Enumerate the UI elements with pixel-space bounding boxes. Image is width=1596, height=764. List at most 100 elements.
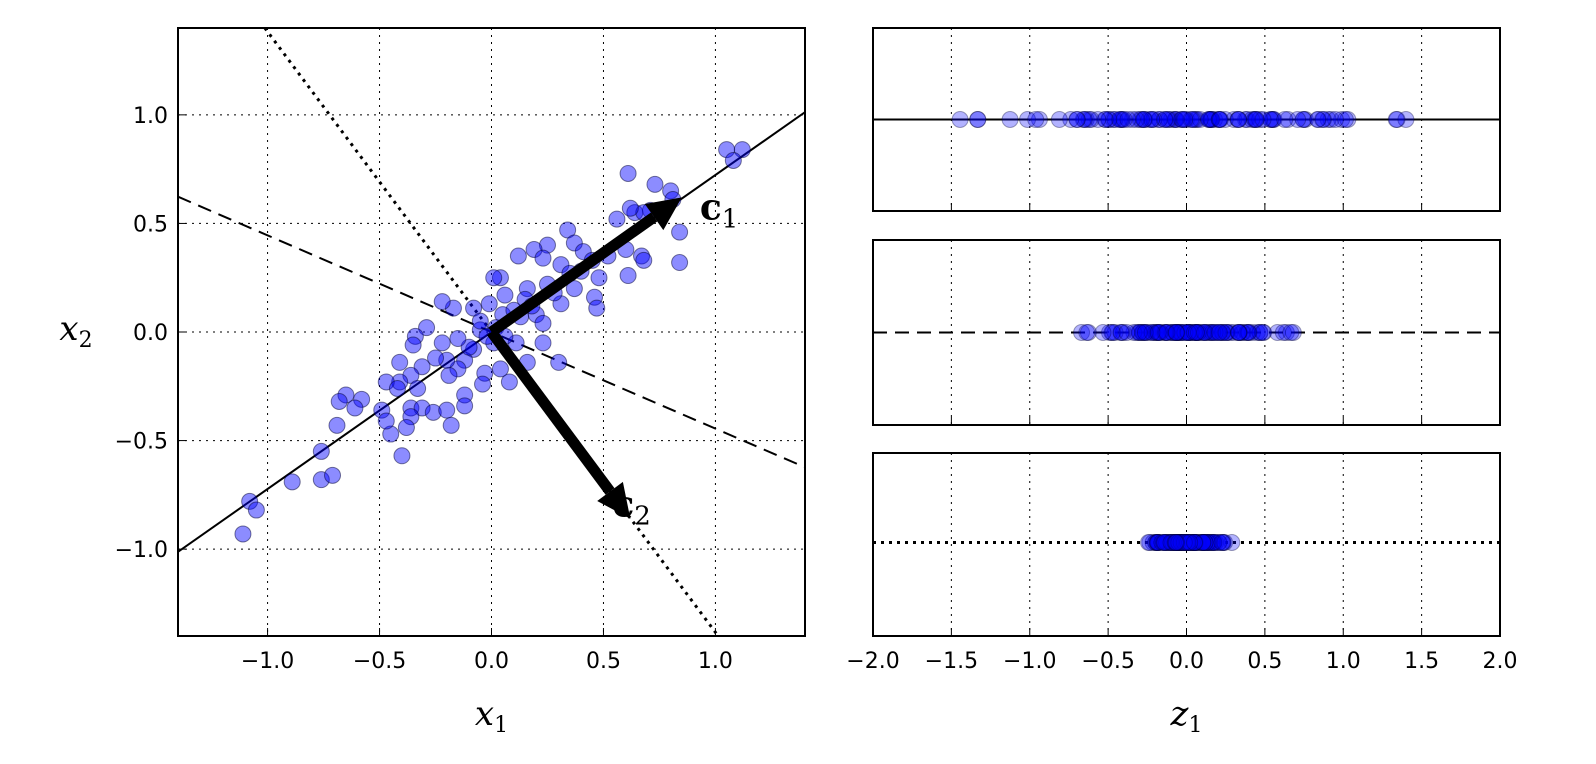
projected-point [1114, 324, 1132, 341]
projected-point [1167, 534, 1185, 551]
projected-point [1213, 324, 1231, 341]
data-point [388, 379, 406, 397]
projected-point [1201, 111, 1219, 128]
data-point [588, 299, 606, 317]
projected-point [1161, 534, 1179, 551]
projected-point [1077, 111, 1095, 128]
data-point [525, 240, 543, 258]
projected-point [1172, 534, 1190, 551]
projected-point [1247, 111, 1265, 128]
projected-point [1210, 534, 1228, 551]
projected-point [1167, 534, 1185, 551]
projected-point [1204, 324, 1222, 341]
projected-point [1155, 534, 1173, 551]
projected-point [1195, 534, 1213, 551]
data-point [382, 425, 400, 443]
projected-point [1166, 534, 1184, 551]
projected-point [1187, 111, 1205, 128]
data-point [373, 401, 391, 419]
x-tick-label: −0.5 [1081, 649, 1134, 674]
projected-point [1247, 111, 1265, 128]
projected-point [1254, 324, 1272, 341]
projected-point [1140, 534, 1158, 551]
projected-point [1199, 111, 1217, 128]
projected-point [1169, 324, 1187, 341]
projected-point [1128, 111, 1146, 128]
projected-point [1179, 324, 1197, 341]
projected-point [1177, 534, 1195, 551]
projected-point [1279, 111, 1297, 128]
projected-point [1169, 534, 1187, 551]
data-point [438, 351, 456, 369]
projected-point [1186, 534, 1204, 551]
data-point [449, 360, 467, 378]
projected-point [1262, 111, 1280, 128]
projected-point [1196, 324, 1214, 341]
projected-point [1230, 324, 1248, 341]
data-point [449, 330, 467, 348]
projected-point [1274, 324, 1292, 341]
data-point [409, 379, 427, 397]
projected-point [1155, 324, 1173, 341]
data-point [433, 293, 451, 311]
data-point [619, 267, 637, 285]
y-axis-label-subscript: 2 [79, 328, 93, 353]
projected-point [1214, 324, 1232, 341]
projected-point [1289, 111, 1307, 128]
projected-point [1164, 534, 1182, 551]
projected-point [1201, 324, 1219, 341]
data-point [440, 366, 458, 384]
projected-point [1136, 111, 1154, 128]
y-tick-label: 0.5 [133, 212, 168, 237]
data-point [621, 199, 639, 217]
projected-point [1205, 534, 1223, 551]
projected-point [1169, 534, 1187, 551]
panel-frame [872, 239, 1501, 426]
projected-point [1163, 324, 1181, 341]
projected-point [1255, 324, 1273, 341]
vector-c2-arrowhead [597, 481, 631, 519]
data-point [402, 408, 420, 426]
projected-point [1130, 324, 1148, 341]
projected-point [1050, 111, 1068, 128]
projected-point [1200, 111, 1218, 128]
projected-point [1174, 111, 1192, 128]
x-tick-label: 0.0 [474, 649, 509, 674]
x-axis-label: x1 [475, 694, 508, 738]
projected-point [1239, 324, 1257, 341]
projected-point [969, 111, 987, 128]
projected-point [1186, 534, 1204, 551]
projected-point [1204, 534, 1222, 551]
projected-point [1171, 324, 1189, 341]
projected-point [1160, 534, 1178, 551]
projected-point [1237, 111, 1255, 128]
projected-point [1172, 324, 1190, 341]
projected-point [1245, 111, 1263, 128]
projected-point [1104, 111, 1122, 128]
projected-point [1225, 324, 1243, 341]
projected-point [1163, 324, 1181, 341]
projected-point [1097, 111, 1115, 128]
projected-point [1187, 324, 1205, 341]
data-point [424, 403, 442, 421]
projected-point [1276, 111, 1294, 128]
projected-point [1225, 111, 1243, 128]
projection-panel-dotted [872, 452, 1501, 637]
data-point [377, 412, 395, 430]
projected-point [1177, 111, 1195, 128]
projected-point [1214, 324, 1232, 341]
projected-point [1194, 324, 1212, 341]
projected-point [1196, 324, 1214, 341]
projected-point [1189, 534, 1207, 551]
projected-point [1147, 324, 1165, 341]
projected-point [1172, 534, 1190, 551]
projected-point [1159, 534, 1177, 551]
projected-point [1230, 324, 1248, 341]
data-point [438, 401, 456, 419]
projected-point [1150, 534, 1168, 551]
x-tick-label: −1.0 [241, 649, 294, 674]
y-tick-label: −0.5 [115, 430, 168, 455]
data-point [550, 353, 568, 371]
projected-point [1163, 534, 1181, 551]
projected-point [1019, 111, 1037, 128]
